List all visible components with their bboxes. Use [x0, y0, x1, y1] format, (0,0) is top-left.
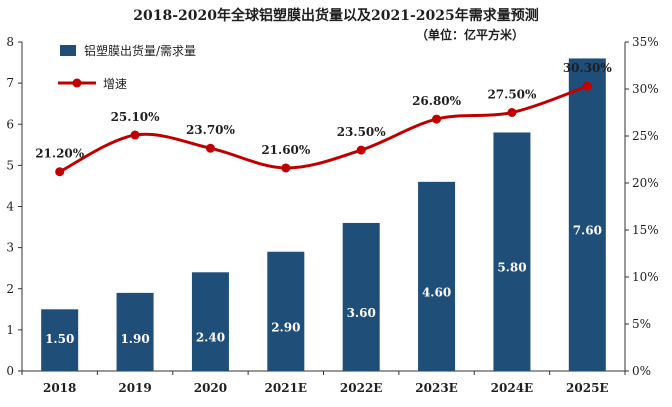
growth-value-label: 30.30% [563, 61, 613, 75]
growth-value-label: 26.80% [412, 94, 462, 108]
bar-value-label: 5.80 [497, 261, 526, 275]
growth-value-label: 23.70% [186, 123, 236, 137]
y-right-tick-label: 10% [632, 270, 659, 284]
bar [41, 309, 79, 371]
legend-line-marker [72, 78, 82, 88]
legend-line-label: 增速 [103, 77, 127, 91]
chart-subtitle: （单位：亿平方米） [416, 27, 524, 42]
growth-point [205, 143, 215, 153]
y-right-tick-label: 0% [632, 364, 651, 378]
x-tick-label: 2019 [118, 381, 151, 395]
growth-value-label: 21.60% [261, 143, 311, 157]
y-right-tick-label: 30% [632, 82, 659, 96]
growth-point [507, 108, 517, 117]
bar [116, 292, 154, 371]
growth-value-label: 27.50% [487, 88, 537, 102]
y-left-tick-label: 0 [6, 364, 14, 378]
growth-point [356, 145, 366, 155]
x-tick-label: 2025E [566, 381, 609, 395]
x-tick-label: 2022E [340, 381, 383, 395]
chart-title: 2018-2020年全球铝塑膜出货量以及2021-2025年需求量预测 [133, 7, 538, 24]
y-left-tick-label: 1 [6, 323, 14, 337]
y-right-tick-label: 15% [632, 223, 659, 237]
growth-value-label: 25.10% [111, 110, 161, 124]
growth-point [281, 163, 291, 173]
y-left-tick-label: 6 [6, 117, 14, 131]
bar [267, 251, 305, 371]
y-right-tick-label: 35% [632, 35, 659, 49]
bar [342, 222, 380, 371]
bar-value-label: 7.60 [573, 224, 602, 238]
bars: 1.50 1.90 2.40 2.90 3.60 4.60 5.80 7.60 [41, 58, 606, 371]
y-right-tick-label: 20% [632, 176, 659, 190]
legend-bar-label: 铝塑膜出货量/需求量 [84, 43, 196, 58]
x-tick-label: 2024E [491, 381, 534, 395]
bar [418, 181, 456, 371]
bar [493, 132, 531, 371]
y-left-tick-label: 7 [6, 76, 14, 90]
x-tick-label: 2023E [415, 381, 458, 395]
bar [191, 272, 229, 371]
growth-point [582, 81, 592, 91]
growth-value-label: 21.20% [35, 147, 85, 161]
bar-value-label: 1.50 [45, 332, 74, 346]
y-left-tick-label: 2 [6, 282, 14, 296]
y-left-tick-label: 5 [6, 158, 14, 172]
bar [568, 58, 606, 371]
growth-line: 21.20% 25.10% 23.70% 21.60% 23.50% 26.80% 27.5… [35, 61, 613, 177]
bar-value-label: 2.90 [271, 320, 300, 334]
axes: 0 1 2 3 4 5 6 7 8 0% 5% 10% 15% 20% 25% 30% 35% 2018 2019 2… [6, 35, 658, 395]
bar-value-label: 4.60 [422, 285, 451, 299]
legend-bar-swatch [60, 45, 76, 56]
growth-point [432, 114, 442, 124]
bar-value-label: 2.40 [196, 331, 225, 345]
x-tick-label: 2020 [194, 381, 227, 395]
x-tick-label: 2021E [265, 381, 308, 395]
x-tick-label: 2018 [43, 381, 76, 395]
growth-point [130, 130, 140, 140]
y-right-tick-label: 25% [632, 129, 659, 143]
y-left-tick-label: 8 [6, 35, 14, 49]
bar-value-label: 3.60 [347, 306, 376, 320]
growth-value-label: 23.50% [337, 125, 387, 139]
y-right-tick-label: 5% [632, 317, 651, 331]
bar-value-label: 1.90 [120, 332, 149, 346]
y-left-tick-label: 4 [6, 200, 14, 214]
growth-point [55, 167, 65, 177]
y-left-tick-label: 3 [6, 241, 14, 255]
